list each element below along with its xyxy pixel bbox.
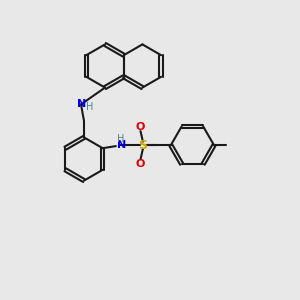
- Text: N: N: [117, 140, 126, 150]
- Text: S: S: [138, 139, 147, 152]
- Text: O: O: [136, 122, 145, 132]
- Text: N: N: [77, 99, 86, 109]
- Text: O: O: [136, 159, 145, 169]
- Text: H: H: [86, 102, 93, 112]
- Text: H: H: [117, 134, 124, 144]
